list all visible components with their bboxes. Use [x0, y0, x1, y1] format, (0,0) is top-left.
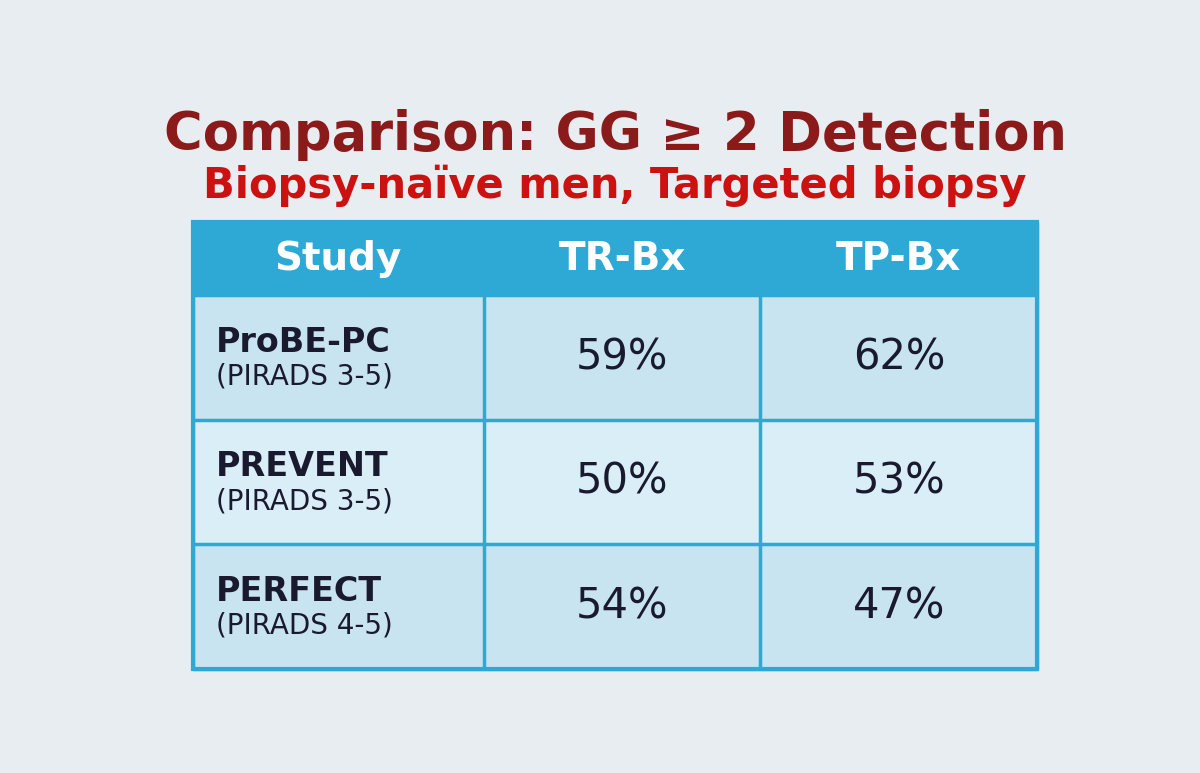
Bar	[193, 222, 1037, 669]
Text: ProBE-PC: ProBE-PC	[216, 325, 391, 359]
Text: 62%: 62%	[853, 336, 946, 379]
Bar	[484, 222, 761, 295]
Text: TR-Bx: TR-Bx	[558, 240, 686, 278]
Text: 53%: 53%	[852, 461, 946, 503]
Text: 54%: 54%	[576, 585, 668, 628]
Bar	[761, 222, 1037, 295]
Text: TP-Bx: TP-Bx	[836, 240, 961, 278]
Text: PERFECT: PERFECT	[216, 574, 382, 608]
Bar	[193, 420, 1037, 544]
Bar	[193, 544, 1037, 669]
Text: 59%: 59%	[576, 336, 668, 379]
Bar	[193, 222, 484, 295]
Text: PREVENT: PREVENT	[216, 450, 389, 483]
Text: 50%: 50%	[576, 461, 668, 503]
Text: 47%: 47%	[853, 585, 946, 628]
Text: (PIRADS 4-5): (PIRADS 4-5)	[216, 611, 392, 640]
Bar	[193, 295, 1037, 420]
Text: Study: Study	[275, 240, 402, 278]
Text: (PIRADS 3-5): (PIRADS 3-5)	[216, 487, 392, 516]
Text: Comparison: GG ≥ 2 Detection: Comparison: GG ≥ 2 Detection	[163, 109, 1067, 161]
Text: (PIRADS 3-5): (PIRADS 3-5)	[216, 363, 392, 391]
Text: Biopsy-naïve men, Targeted biopsy: Biopsy-naïve men, Targeted biopsy	[203, 165, 1027, 207]
